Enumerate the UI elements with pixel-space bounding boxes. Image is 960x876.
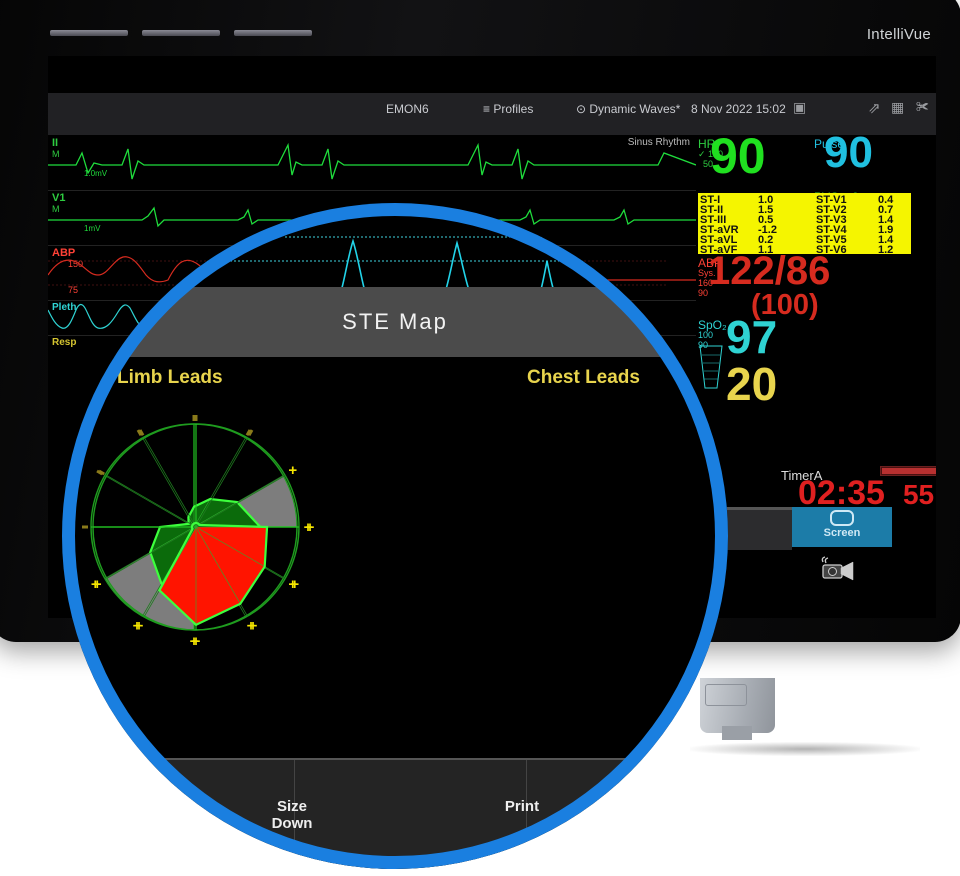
svg-text:+: + xyxy=(135,618,144,635)
svg-text:+: + xyxy=(288,462,297,479)
svg-text:+: + xyxy=(306,519,315,536)
svg-text:+: + xyxy=(249,618,258,635)
svg-text:+: + xyxy=(93,576,102,593)
svg-text:+: + xyxy=(290,576,299,593)
svg-text:+: + xyxy=(192,633,201,650)
